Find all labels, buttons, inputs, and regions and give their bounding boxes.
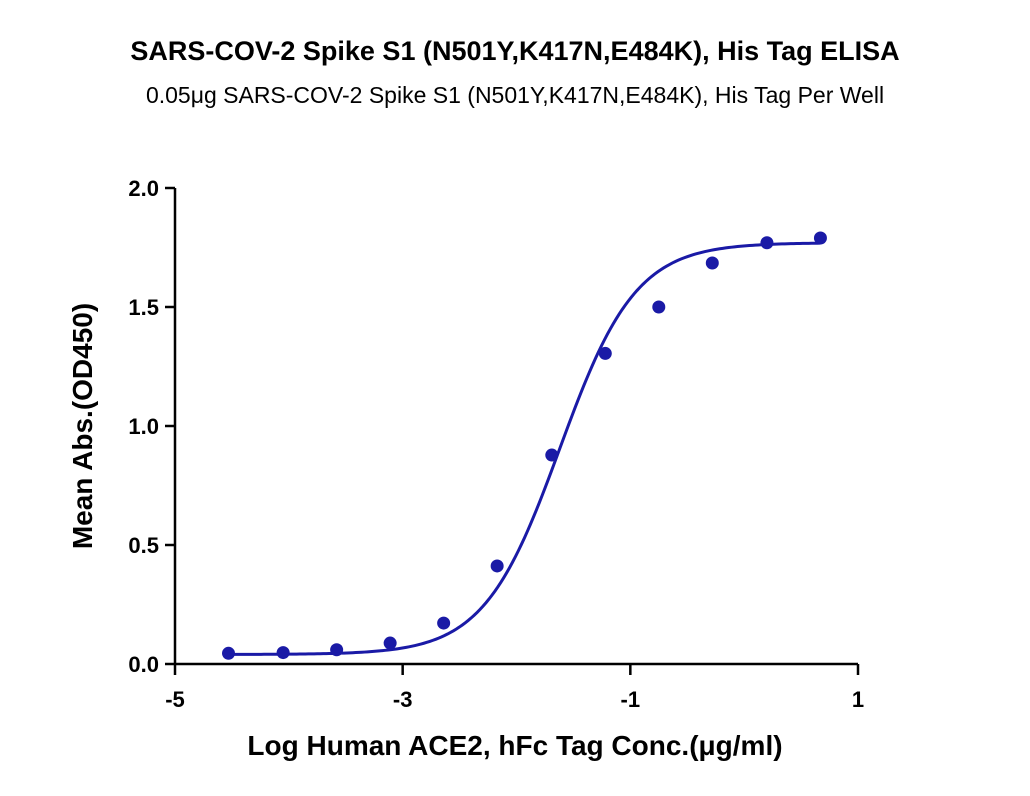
y-tick-label: 0.5 (128, 533, 159, 558)
y-tick-label: 0.0 (128, 652, 159, 677)
data-point (813, 231, 827, 245)
data-point (330, 643, 344, 657)
data-point (598, 346, 612, 360)
data-point (652, 300, 666, 314)
x-tick-label: -3 (393, 687, 413, 712)
data-point (760, 236, 774, 250)
data-point (437, 616, 451, 630)
chart-subtitle: 0.05μg SARS-COV-2 Spike S1 (N501Y,K417N,… (146, 82, 884, 108)
fit-curve (228, 241, 821, 656)
x-tick-label: -5 (165, 687, 185, 712)
x-axis-title: Log Human ACE2, hFc Tag Conc.(μg/ml) (247, 730, 782, 761)
data-point (490, 559, 504, 573)
data-points (222, 231, 827, 660)
y-axis-title: Mean Abs.(OD450) (67, 303, 98, 549)
y-tick-label: 1.5 (128, 295, 159, 320)
x-ticks: -5 -3 -1 1 (165, 664, 864, 712)
data-point (383, 636, 397, 650)
x-tick-label: -1 (621, 687, 641, 712)
x-tick-label: 1 (852, 687, 864, 712)
data-point (705, 256, 719, 270)
axes (173, 188, 858, 666)
data-point (222, 646, 236, 660)
data-point (545, 448, 559, 462)
y-tick-label: 2.0 (128, 176, 159, 201)
y-tick-label: 1.0 (128, 414, 159, 439)
y-ticks: 0.0 0.5 1.0 1.5 2.0 (128, 176, 175, 677)
chart-title: SARS-COV-2 Spike S1 (N501Y,K417N,E484K),… (130, 36, 899, 66)
data-point (276, 646, 290, 660)
